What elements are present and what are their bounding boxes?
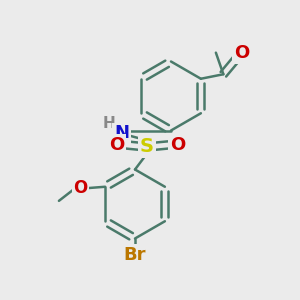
Text: O: O	[109, 136, 124, 154]
Text: O: O	[74, 179, 88, 197]
Text: Br: Br	[124, 246, 146, 264]
Text: N: N	[114, 124, 129, 142]
Text: H: H	[103, 116, 115, 131]
Text: O: O	[170, 136, 185, 154]
Text: S: S	[140, 137, 154, 157]
Text: O: O	[234, 44, 249, 62]
